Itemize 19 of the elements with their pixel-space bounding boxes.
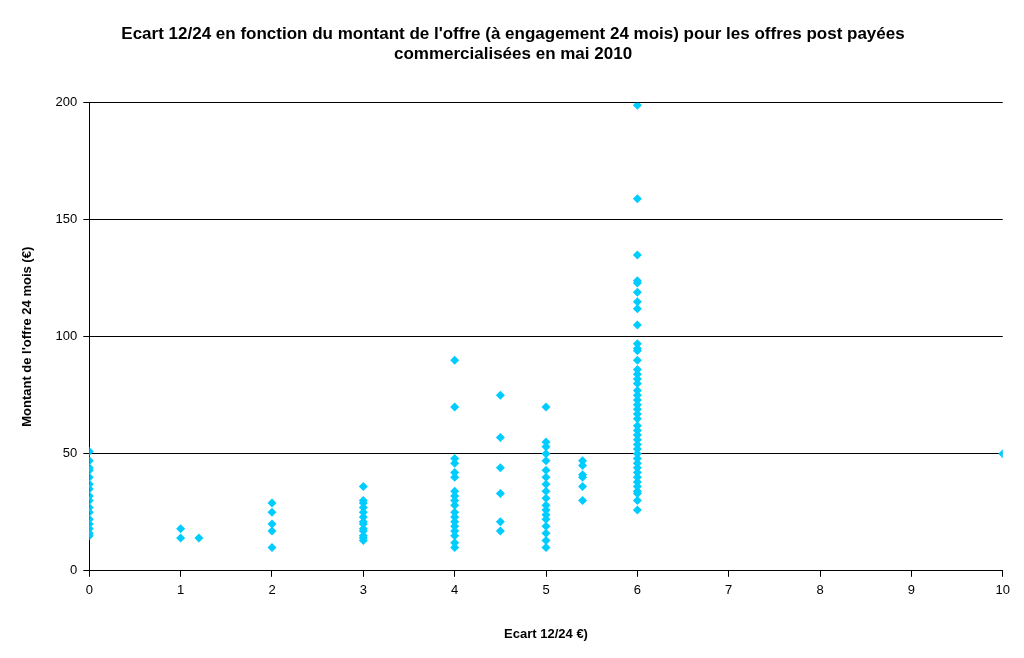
x-tick-label: 1 <box>177 582 185 598</box>
y-tick-label: 150 <box>55 211 78 227</box>
x-tick-label: 7 <box>725 582 733 598</box>
y-tick-label: 200 <box>55 94 78 110</box>
chart-title: Ecart 12/24 en fonction du montant de l'offre (à engagement 24 mois) pour les offres post payées commercialisées en mai 2010 <box>121 23 905 64</box>
x-tick-label: 6 <box>633 582 641 598</box>
y-tick-label: 0 <box>70 562 78 578</box>
y-tick-label: 50 <box>62 445 78 461</box>
x-tick-label: 3 <box>359 582 367 598</box>
y-axis-title: Montant de l'offre 24 mois (€) <box>19 246 35 427</box>
x-axis-title: Ecart 12/24 €) <box>504 625 588 641</box>
x-tick-label: 0 <box>85 582 93 598</box>
x-tick-label: 2 <box>268 582 276 598</box>
x-tick-label: 8 <box>816 582 824 598</box>
x-tick-label: 10 <box>995 582 1010 598</box>
x-tick-label: 9 <box>907 582 916 598</box>
x-tick-label: 4 <box>451 582 459 598</box>
y-tick-label: 100 <box>55 328 78 344</box>
x-tick-label: 5 <box>542 582 550 598</box>
